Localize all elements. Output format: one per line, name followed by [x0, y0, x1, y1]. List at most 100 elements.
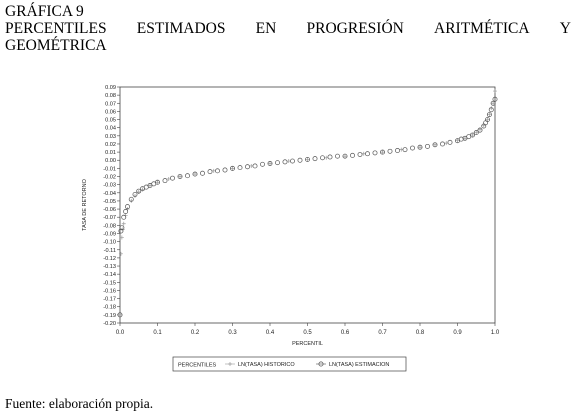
title-word: PERCENTILES: [5, 20, 107, 37]
data-point-1: [118, 251, 123, 256]
data-point-1: [444, 141, 449, 146]
y-tick-label: -0.17: [103, 297, 116, 303]
figure-source: Fuente: elaboración propia.: [5, 396, 154, 411]
plot-area: [119, 86, 496, 324]
data-point-2: [410, 145, 415, 151]
data-point-1: [487, 112, 492, 117]
data-point-2: [350, 152, 355, 158]
data-point-2: [119, 225, 125, 231]
data-point-2: [125, 204, 130, 210]
data-point-2: [488, 107, 494, 113]
data-point-2: [123, 209, 129, 214]
y-tick-label: -0.20: [103, 321, 116, 327]
data-point-2: [267, 161, 273, 166]
x-tick-label: 0.7: [378, 330, 387, 336]
data-point-2: [215, 168, 220, 174]
data-point-2: [136, 188, 142, 194]
data-point-2: [342, 153, 348, 159]
data-point-2: [492, 96, 498, 102]
data-point-2: [490, 100, 496, 106]
x-tick-label: 0.1: [153, 330, 162, 336]
y-tick-label: 0.06: [105, 109, 116, 115]
figure-heading: GRÁFICA 9 PERCENTILES ESTIMADOS EN PROGRESI…: [5, 3, 571, 54]
data-point-2: [118, 228, 124, 234]
y-tick-label: -0.12: [103, 256, 116, 262]
data-point-2: [477, 127, 483, 133]
x-axis-label: PERCENTIL: [292, 341, 323, 347]
y-tick-label: -0.18: [103, 305, 116, 311]
y-tick-label: 0.01: [105, 150, 116, 156]
data-point-2: [417, 144, 423, 150]
data-point-2: [470, 132, 475, 138]
y-tick-label: -0.10: [103, 240, 116, 246]
data-point-2: [132, 191, 138, 197]
y-tick-label: -0.05: [103, 199, 116, 205]
data-point-2: [312, 156, 318, 162]
data-point-2: [327, 154, 333, 160]
data-point-1: [166, 176, 171, 181]
data-point-2: [222, 167, 228, 173]
y-tick-label: -0.19: [103, 313, 116, 319]
data-point-2: [473, 130, 479, 136]
data-point-2: [260, 161, 265, 167]
y-tick-label: -0.07: [103, 215, 116, 221]
y-tick-label: -0.14: [103, 272, 116, 278]
x-tick-label: 0.0: [116, 330, 125, 336]
y-tick-label: -0.15: [103, 280, 116, 286]
data-point-2: [425, 143, 430, 149]
x-tick-label: 0.8: [416, 330, 425, 336]
data-point-2: [320, 155, 325, 161]
y-axis-label: TASA DE RETORNO: [82, 178, 88, 230]
data-point-1: [380, 150, 385, 155]
data-point-2: [200, 170, 205, 176]
data-point-2: [230, 165, 235, 171]
data-point-1: [493, 89, 497, 94]
data-point-2: [387, 148, 393, 154]
data-point-2: [185, 173, 190, 179]
data-point-1: [433, 142, 437, 147]
title-word: ESTIMADOS: [136, 20, 226, 37]
title-word: Y: [559, 20, 571, 37]
title-word: EN: [255, 20, 277, 37]
x-tick-label: 0.9: [453, 330, 462, 336]
legend-box: [172, 356, 407, 372]
y-tick-label: -0.02: [103, 175, 116, 181]
data-point-1: [463, 136, 467, 141]
data-point-1: [470, 133, 475, 138]
x-tick-label: 0.4: [266, 330, 275, 336]
x-tick-label: 0.5: [303, 330, 312, 336]
data-point-1: [121, 221, 126, 226]
data-point-2: [402, 147, 408, 153]
y-tick-label: -0.01: [103, 166, 116, 172]
data-point-1: [343, 154, 347, 159]
data-point-2: [177, 174, 183, 179]
y-tick-label: 0.09: [105, 85, 116, 91]
data-point-1: [118, 312, 122, 317]
data-point-2: [207, 169, 213, 175]
data-point-2: [128, 196, 134, 202]
x-tick-label: 1.0: [491, 330, 500, 336]
title-word: PROGRESIÓN: [306, 20, 404, 37]
data-point-1: [230, 166, 235, 171]
data-point-2: [335, 153, 340, 159]
legend-title: PERCENTILES: [178, 363, 217, 369]
data-point-1: [305, 157, 310, 162]
data-point-1: [193, 172, 197, 177]
data-point-2: [282, 159, 288, 165]
data-point-1: [491, 101, 496, 106]
y-tick-label: 0.08: [105, 93, 116, 99]
y-tick-label: -0.06: [103, 207, 116, 213]
y-tick-label: 0.07: [105, 101, 116, 107]
data-point-1: [119, 235, 124, 240]
data-point-1: [155, 180, 160, 185]
y-tick-label: -0.11: [104, 248, 116, 254]
y-tick-label: -0.16: [103, 288, 116, 294]
data-point-2: [486, 112, 492, 118]
data-point-2: [275, 160, 280, 166]
data-point-2: [372, 150, 378, 156]
data-point-2: [297, 157, 303, 163]
data-point-1: [474, 130, 479, 135]
y-tick-label: -0.09: [103, 231, 116, 237]
figure-title-line2: GEOMÉTRICA: [5, 37, 107, 54]
legend-label-1: LN(TASA) HISTORICO: [238, 362, 295, 368]
